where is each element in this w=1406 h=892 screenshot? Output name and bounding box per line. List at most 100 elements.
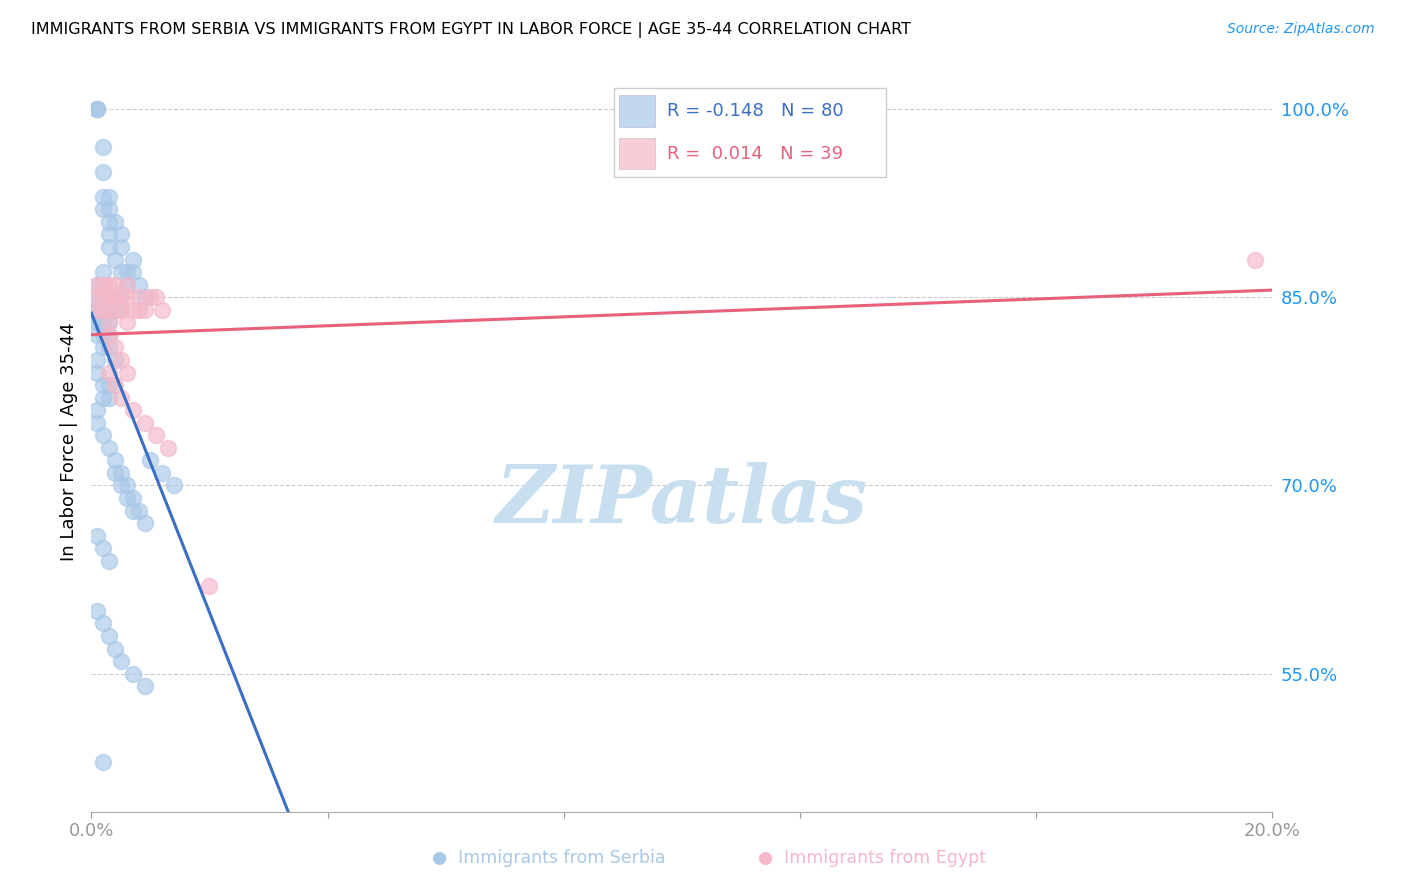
Point <box>128 503 150 517</box>
Point <box>86 302 108 317</box>
Point <box>98 391 121 405</box>
Point <box>110 302 132 317</box>
Text: ●  Immigrants from Egypt: ● Immigrants from Egypt <box>758 849 986 867</box>
Point <box>86 529 108 543</box>
Point <box>150 302 173 317</box>
Point <box>198 579 221 593</box>
Point <box>86 290 108 304</box>
Point <box>86 302 108 317</box>
Point <box>139 453 162 467</box>
Text: R =  0.014   N = 39: R = 0.014 N = 39 <box>666 145 842 162</box>
Point <box>86 366 108 380</box>
Point <box>98 378 121 392</box>
Point <box>86 302 108 317</box>
Point <box>86 277 108 292</box>
Point <box>115 315 138 329</box>
Point <box>98 315 121 329</box>
Point <box>110 478 132 492</box>
Point <box>86 416 108 430</box>
Point <box>98 302 121 317</box>
Point <box>86 290 108 304</box>
Text: IMMIGRANTS FROM SERBIA VS IMMIGRANTS FROM EGYPT IN LABOR FORCE | AGE 35-44 CORRE: IMMIGRANTS FROM SERBIA VS IMMIGRANTS FRO… <box>31 22 911 38</box>
Point <box>98 315 121 329</box>
Point <box>104 466 127 480</box>
Point <box>134 302 156 317</box>
Point <box>104 378 127 392</box>
Point <box>91 327 114 342</box>
Point <box>110 353 132 368</box>
Point <box>110 466 132 480</box>
Point <box>115 277 138 292</box>
Point <box>91 202 114 217</box>
Point <box>104 252 127 267</box>
Point <box>98 554 121 568</box>
Point <box>121 302 143 317</box>
Point <box>104 290 127 304</box>
Point <box>121 503 143 517</box>
Point <box>115 478 138 492</box>
Point <box>91 428 114 442</box>
Point <box>98 327 121 342</box>
Point <box>134 679 156 693</box>
Point <box>110 290 132 304</box>
FancyBboxPatch shape <box>620 95 655 127</box>
Point <box>110 302 132 317</box>
Point <box>98 190 121 204</box>
Point <box>139 290 162 304</box>
Point <box>134 290 156 304</box>
FancyBboxPatch shape <box>620 138 655 169</box>
Point <box>98 277 121 292</box>
Point <box>86 102 108 116</box>
Point <box>91 616 114 631</box>
Point <box>134 516 156 530</box>
Text: Source: ZipAtlas.com: Source: ZipAtlas.com <box>1227 22 1375 37</box>
Point <box>86 604 108 618</box>
Point <box>91 340 114 354</box>
Point <box>91 290 114 304</box>
Point <box>104 453 127 467</box>
Point <box>86 327 108 342</box>
Point <box>104 215 127 229</box>
Point <box>110 290 132 304</box>
Point <box>91 265 114 279</box>
Point <box>110 265 132 279</box>
Point <box>110 654 132 668</box>
Point <box>98 290 121 304</box>
Point <box>91 277 114 292</box>
Text: ●  Immigrants from Serbia: ● Immigrants from Serbia <box>432 849 665 867</box>
Point <box>98 366 121 380</box>
FancyBboxPatch shape <box>614 88 886 177</box>
Point <box>98 302 121 317</box>
Point <box>1243 252 1265 267</box>
Point <box>121 491 143 505</box>
Point <box>115 277 138 292</box>
Point <box>115 290 138 304</box>
Text: R = -0.148   N = 80: R = -0.148 N = 80 <box>666 103 844 120</box>
Point <box>110 227 132 242</box>
Point <box>98 215 121 229</box>
Point <box>104 340 127 354</box>
Point <box>128 302 150 317</box>
Point <box>134 416 156 430</box>
Point <box>86 102 108 116</box>
Point <box>110 391 132 405</box>
Point <box>91 755 114 769</box>
Point <box>104 290 127 304</box>
Point <box>145 428 167 442</box>
Point <box>121 252 143 267</box>
Point <box>98 290 121 304</box>
Point <box>104 277 127 292</box>
Point <box>98 202 121 217</box>
Point <box>91 302 114 317</box>
Point <box>104 290 127 304</box>
Point <box>128 277 150 292</box>
Point <box>98 441 121 455</box>
Point <box>104 641 127 656</box>
Point <box>91 165 114 179</box>
Point <box>163 478 186 492</box>
Point <box>91 541 114 556</box>
Point <box>128 290 150 304</box>
Point <box>86 102 108 116</box>
Point <box>98 227 121 242</box>
Point <box>91 290 114 304</box>
